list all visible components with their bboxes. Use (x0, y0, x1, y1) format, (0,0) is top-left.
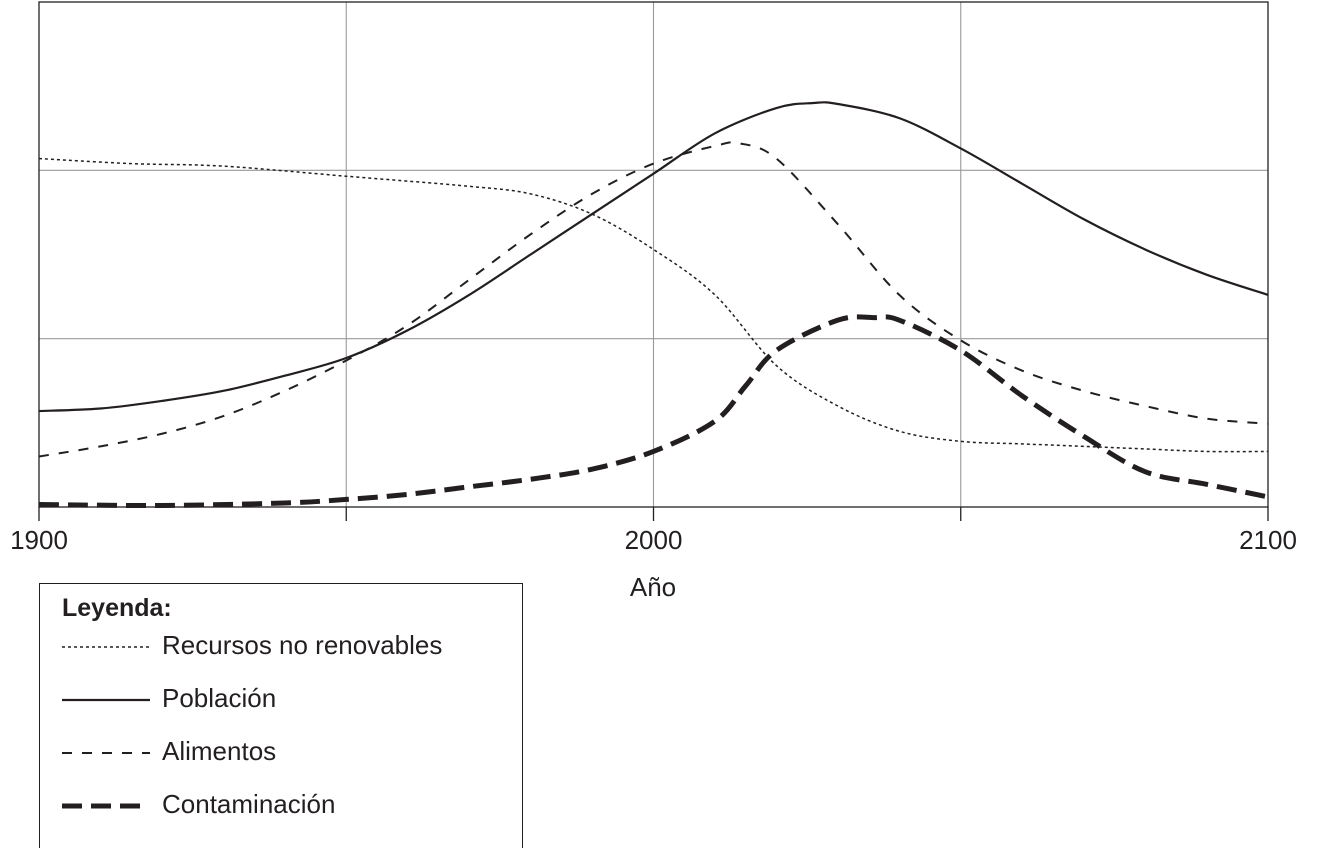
grid-lines (39, 2, 1268, 507)
x-tick-label: 1900 (10, 525, 68, 555)
x-tick-label: 2100 (1239, 525, 1297, 555)
legend-swatch-thick-dashed (62, 803, 140, 809)
legend-item-recursos: Recursos no renovables (40, 626, 522, 666)
legend: Leyenda: Recursos no renovables Població… (39, 583, 523, 848)
legend-swatch-dotted (62, 646, 150, 648)
series-line-1 (38, 101, 1269, 413)
legend-label-poblacion: Población (162, 683, 277, 713)
series-line-2 (38, 141, 1269, 458)
x-axis-tick-labels: 1900 2000 2100 (10, 525, 1297, 555)
legend-swatch-dashed (62, 752, 150, 754)
legend-label-recursos: Recursos no renovables (162, 630, 443, 660)
x-axis-title: Año (630, 572, 676, 600)
legend-item-poblacion: Población (40, 679, 522, 719)
chart-series (38, 101, 1269, 509)
legend-item-alimentos: Alimentos (40, 732, 522, 772)
legend-label-contaminacion: Contaminación (162, 789, 336, 819)
series-line-3 (38, 314, 1269, 509)
legend-title: Leyenda: (62, 594, 172, 622)
legend-label-alimentos: Alimentos (162, 736, 277, 766)
x-tick-label: 2000 (625, 525, 683, 555)
chart-figure: 1900 2000 2100 Año (10, 1, 1297, 600)
legend-item-contaminacion: Contaminación (40, 785, 522, 825)
x-axis-ticks (38, 507, 1269, 521)
legend-swatch-solid (62, 698, 150, 702)
